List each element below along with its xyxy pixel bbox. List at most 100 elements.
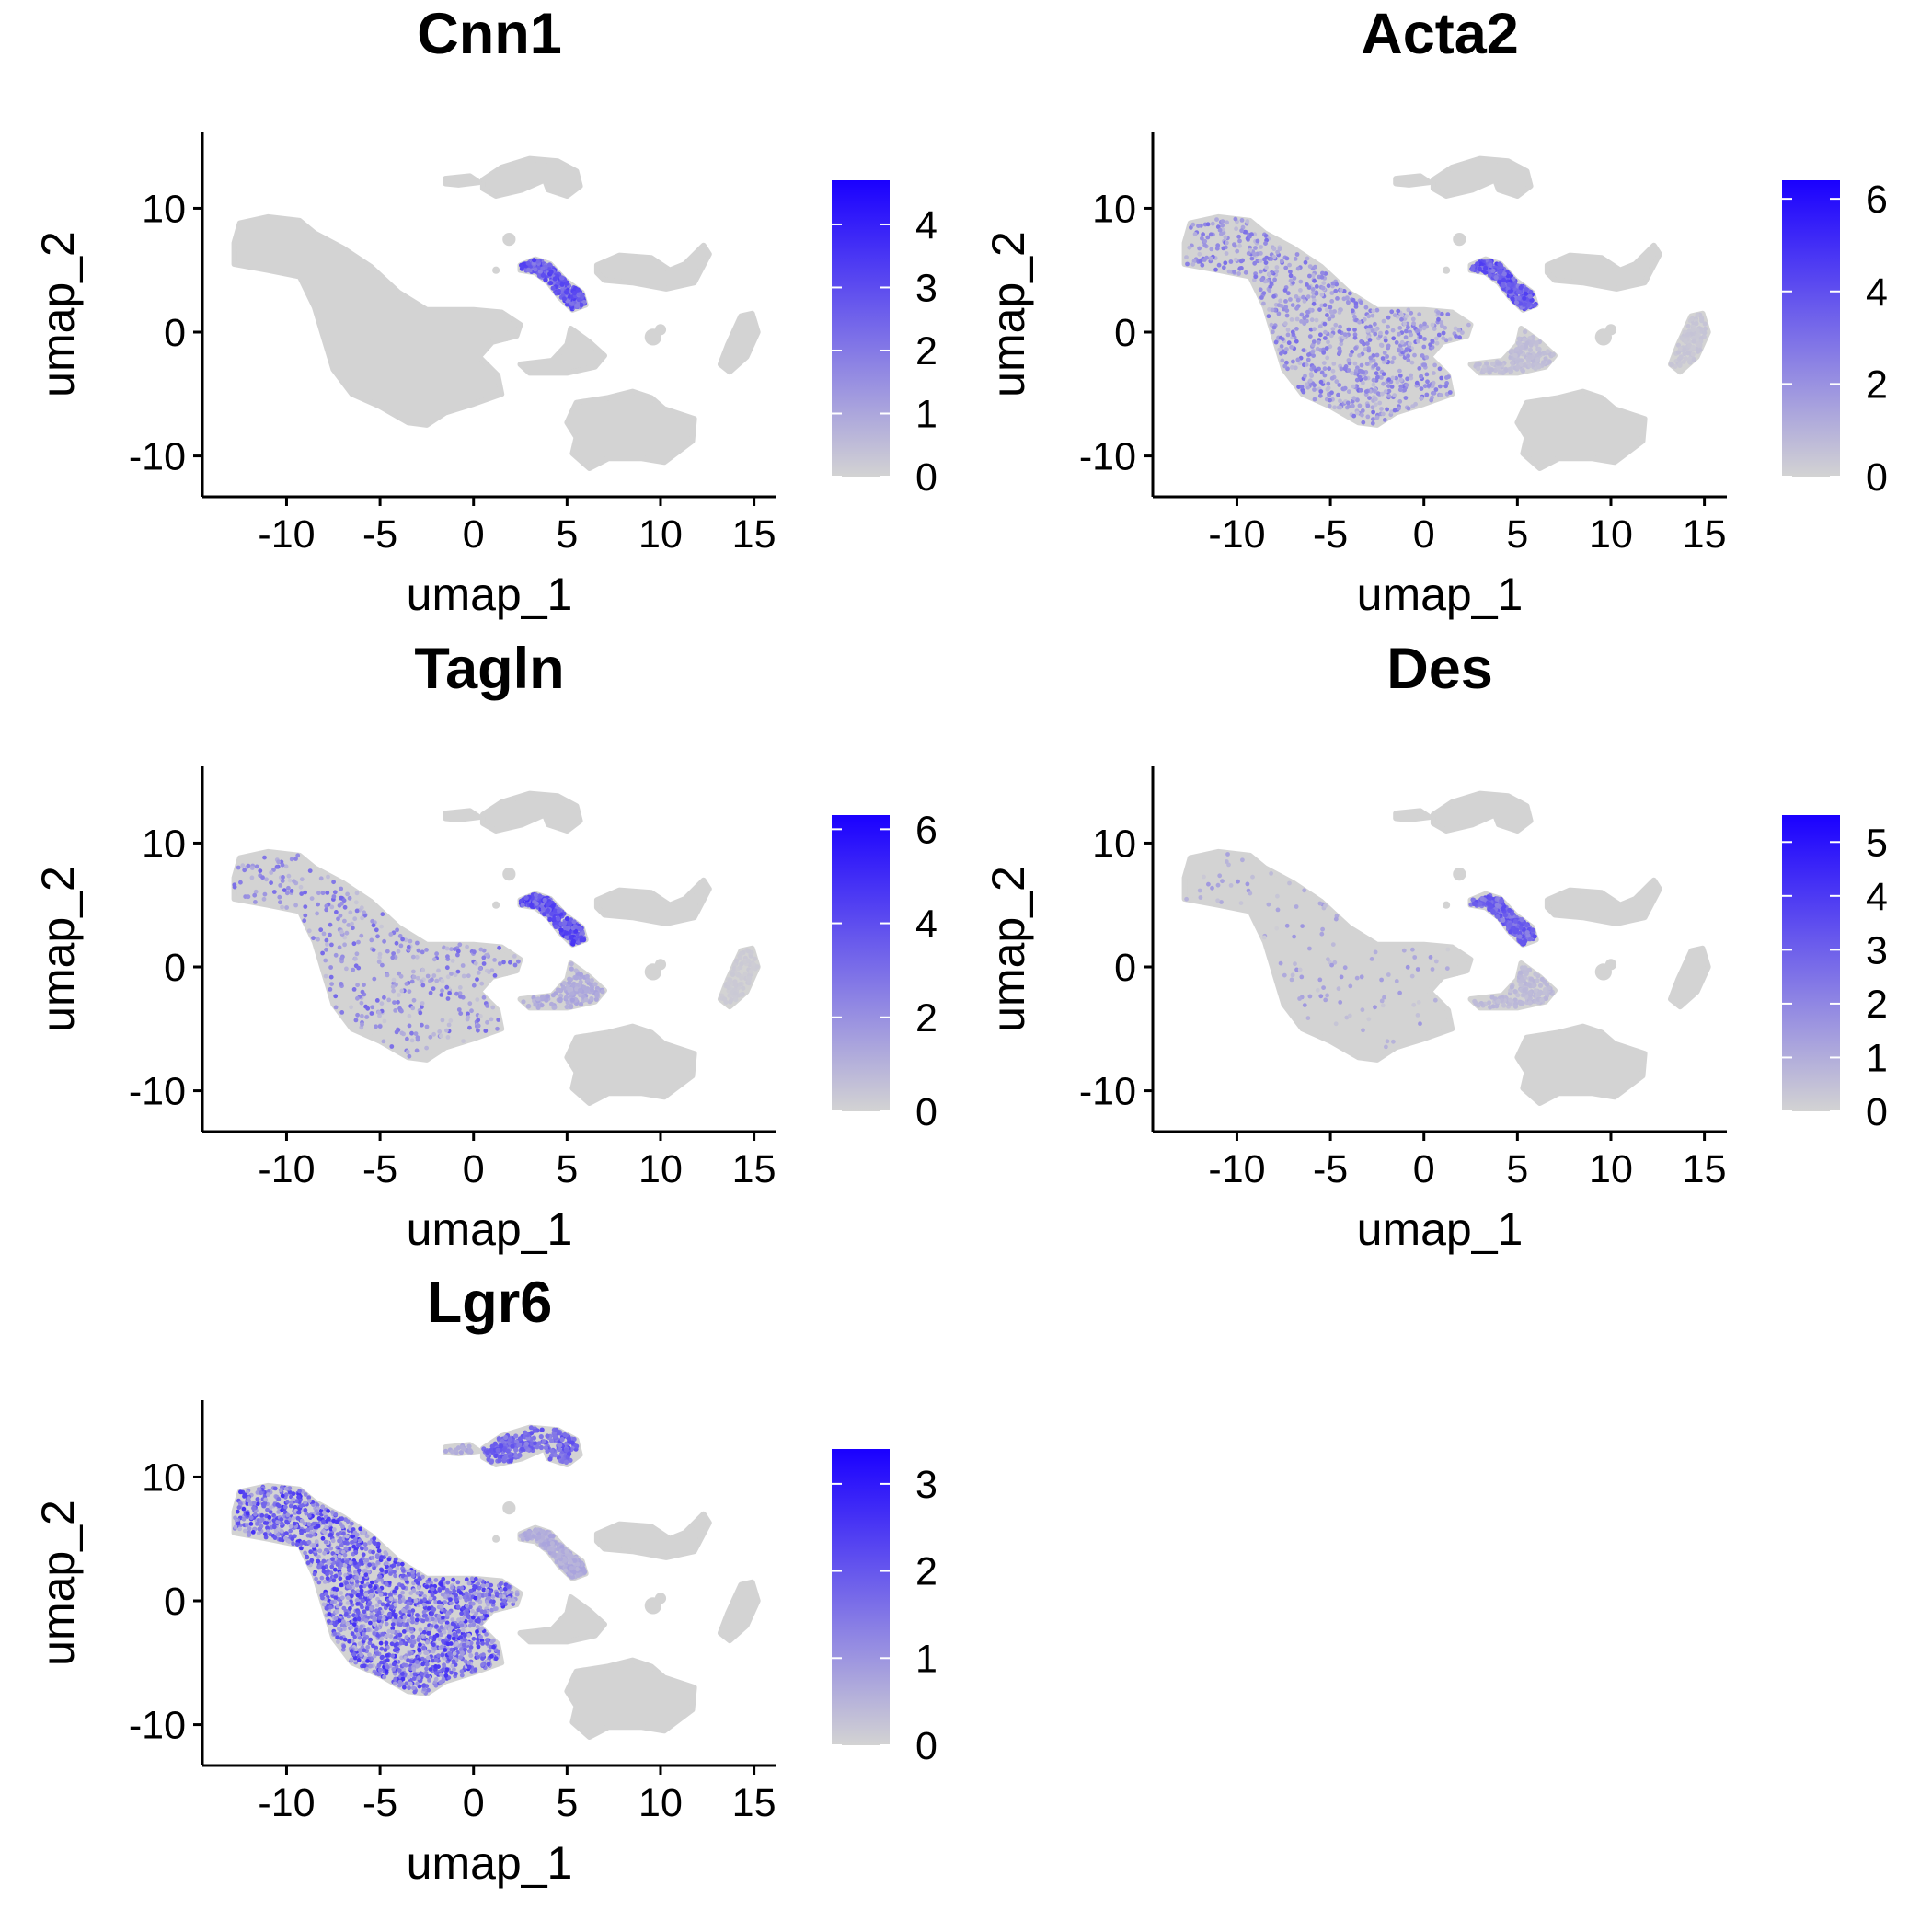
cell-point [407, 989, 412, 994]
cell-point [1339, 974, 1344, 980]
cell-point [1683, 356, 1688, 362]
cell-point [450, 1449, 455, 1455]
cell-point [508, 1458, 513, 1464]
cell-point [376, 1010, 382, 1015]
cell-point [588, 982, 593, 987]
cell-point [1314, 284, 1319, 289]
cell-point [1285, 328, 1291, 332]
cell-point [1501, 277, 1507, 283]
cell-point [1690, 327, 1696, 332]
cell-point [1370, 328, 1375, 333]
cell-point [374, 1603, 380, 1608]
cell-point [1302, 316, 1307, 320]
cell-point [1473, 1000, 1478, 1006]
cell-point [745, 958, 752, 963]
cell-point [1539, 976, 1545, 982]
cell-point [1318, 389, 1324, 394]
cell-point [1431, 380, 1436, 385]
cell-point [396, 999, 400, 1005]
cell-point [282, 888, 287, 892]
cell-point [460, 963, 466, 968]
cell-point [1301, 389, 1306, 395]
cell-point [1354, 975, 1360, 981]
cell-point [1214, 246, 1220, 251]
cell-point [1374, 371, 1379, 376]
cell-point [1197, 246, 1202, 251]
cell-point [1220, 879, 1225, 884]
cell-point [339, 1010, 345, 1015]
cell-point [539, 1003, 545, 1008]
expression-points [1184, 216, 1708, 426]
cell-point [1310, 273, 1316, 278]
cell-point [301, 1539, 306, 1545]
cell-point [308, 1549, 314, 1555]
cell-point [1290, 303, 1295, 307]
cell-point [317, 1548, 323, 1554]
cluster-top [479, 155, 583, 199]
legend-tick-label: 1 [915, 392, 937, 436]
cell-point [582, 1570, 588, 1575]
cell-point [1288, 278, 1294, 283]
cell-point [1543, 995, 1549, 1002]
cell-point [543, 1445, 549, 1451]
cell-point [277, 894, 282, 900]
cell-point [479, 981, 485, 986]
cell-point [532, 1428, 537, 1433]
cell-point [461, 1446, 466, 1452]
cell-point [600, 989, 605, 995]
cell-point [538, 1444, 545, 1451]
cell-point [564, 302, 570, 307]
cell-point [1346, 404, 1351, 409]
cell-point [1385, 354, 1389, 359]
x-tick-label: 0 [463, 1147, 485, 1191]
cell-point [558, 912, 564, 917]
cell-point [455, 949, 461, 954]
cell-point [359, 1652, 364, 1658]
cell-point [1359, 362, 1364, 368]
cell-point [299, 877, 305, 882]
cell-point [1337, 350, 1342, 355]
cell-point [1357, 368, 1363, 374]
cell-point [1550, 351, 1556, 357]
cell-point [1245, 219, 1250, 224]
cell-point [1296, 385, 1301, 389]
x-tick-label: 5 [556, 1147, 578, 1191]
cell-point [390, 955, 396, 960]
cell-point [1543, 987, 1548, 993]
cell-point [1540, 360, 1547, 365]
cell-point [1293, 961, 1297, 967]
cell-point [355, 1012, 360, 1018]
cell-point [562, 926, 569, 931]
cell-point [1204, 255, 1209, 260]
cell-point [1370, 405, 1375, 410]
x-tick-label: 10 [1589, 1147, 1633, 1191]
cell-point [1209, 247, 1214, 252]
cell-point [350, 1521, 354, 1526]
cell-point [253, 900, 258, 904]
y-tick-label: -10 [129, 1070, 186, 1114]
cell-point [1381, 381, 1386, 386]
cell-point [1217, 227, 1223, 233]
cell-point [306, 928, 312, 934]
cell-point [538, 1434, 544, 1440]
legend-tick-label: 4 [915, 903, 937, 947]
cell-point [1279, 304, 1284, 308]
cell-point [1269, 871, 1273, 876]
cell-point [1389, 360, 1395, 365]
cell-point [1320, 270, 1325, 276]
cell-point [1243, 270, 1248, 275]
cell-point [348, 1606, 352, 1611]
cell-point [1532, 934, 1537, 939]
cell-point [271, 890, 277, 894]
cell-point [450, 1617, 455, 1622]
cell-point [355, 983, 360, 988]
cell-point [415, 940, 420, 946]
cell-point [339, 886, 344, 891]
cell-point [1373, 402, 1378, 408]
cell-point [1365, 341, 1370, 346]
cell-point [411, 974, 417, 980]
cell-point [1494, 1004, 1500, 1009]
cell-point [1417, 312, 1422, 316]
legend-tick-label: 0 [915, 455, 937, 500]
cell-point [434, 978, 440, 983]
